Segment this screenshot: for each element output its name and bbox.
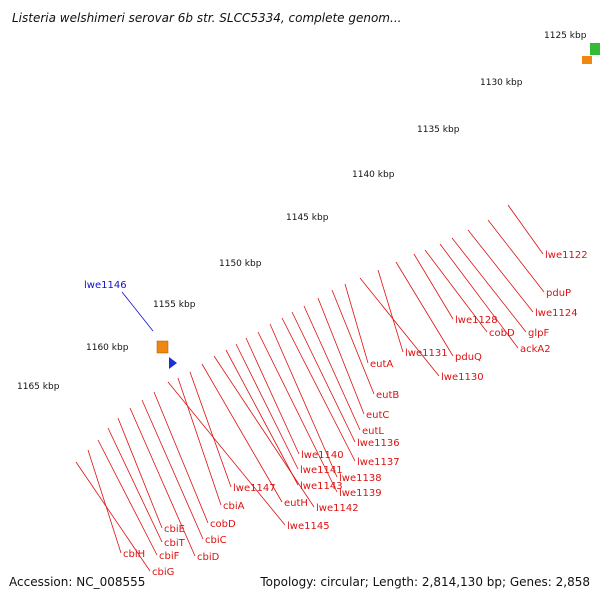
- strand-arrow-icon: [169, 357, 177, 369]
- edge-feature: [590, 43, 600, 55]
- label-leader: [303, 305, 361, 431]
- gene-labels: lwe1122 pduP lwe1124 glpF ackA2 cobD lwe1128 pd…: [84, 250, 588, 578]
- label-leader: [359, 277, 440, 377]
- label-leader: [189, 371, 232, 488]
- label-leader: [213, 355, 315, 508]
- gene-label: cbiA: [223, 501, 245, 512]
- gene-label: lwe1122: [545, 250, 588, 261]
- label-leader: [331, 289, 375, 395]
- gene-label: eutB: [376, 390, 399, 401]
- label-leader: [141, 399, 204, 540]
- label-leader: [235, 343, 299, 470]
- label-leader: [317, 297, 365, 415]
- label-leader: [269, 323, 338, 478]
- highlighted-feature: [156, 340, 169, 354]
- gene-label: lwe1141: [300, 465, 343, 476]
- gene-label: lwe1124: [535, 308, 578, 319]
- genome-summary: Topology: circular; Length: 2,814,130 bp…: [259, 575, 590, 589]
- gene-label: lwe1146: [84, 280, 127, 291]
- label-leader: [395, 261, 454, 357]
- label-leader: [97, 439, 158, 556]
- label-leader: [451, 237, 527, 333]
- gene-label: lwe1137: [357, 457, 400, 468]
- gene-label: cbiE: [164, 524, 185, 535]
- label-leader: [507, 204, 544, 255]
- label-leader: [177, 377, 222, 506]
- gene-label: lwe1130: [441, 372, 484, 383]
- label-leader: [413, 253, 454, 320]
- scale-label: 1155 kbp: [153, 300, 196, 310]
- label-leaders: [75, 204, 545, 572]
- scale-labels: 1125 kbp 1130 kbp 1135 kbp 1140 kbp 1145 kbp…: [17, 31, 587, 392]
- feature-tracks: [156, 43, 600, 369]
- gene-label: cbiD: [197, 552, 220, 563]
- label-leader: [245, 337, 300, 455]
- gene-label: eutL: [362, 426, 384, 437]
- label-leader: [487, 219, 545, 293]
- gene-label: cbiC: [205, 535, 227, 546]
- gene-label: cobD: [210, 519, 236, 530]
- scale-label: 1145 kbp: [286, 213, 329, 223]
- label-leader: [121, 291, 154, 332]
- gene-label: pduQ: [455, 352, 482, 363]
- gene-label: lwe1138: [339, 473, 382, 484]
- label-leader: [344, 283, 369, 364]
- gene-label: cbiH: [123, 549, 145, 560]
- map-title: Listeria welshimeri serovar 6b str. SLCC…: [12, 11, 401, 25]
- scale-label: 1140 kbp: [352, 170, 395, 180]
- scale-label: 1130 kbp: [480, 78, 523, 88]
- gene-label: cbiG: [152, 567, 174, 578]
- gene-label: lwe1145: [287, 521, 330, 532]
- label-leader: [153, 391, 209, 524]
- gene-label: glpF: [528, 328, 549, 339]
- label-leader: [291, 311, 356, 443]
- gene-label: lwe1143: [300, 481, 343, 492]
- gene-label: lwe1131: [405, 348, 448, 359]
- label-leader: [129, 407, 196, 557]
- gene-label: lwe1128: [455, 315, 498, 326]
- label-leader: [225, 349, 299, 486]
- scale-label: 1165 kbp: [17, 382, 60, 392]
- scale-label: 1125 kbp: [544, 31, 587, 41]
- label-leader: [75, 461, 151, 572]
- gene-label: eutC: [366, 410, 389, 421]
- edge-feature: [582, 56, 592, 64]
- scale-label: 1135 kbp: [417, 125, 460, 135]
- scale-label: 1160 kbp: [86, 343, 129, 353]
- accession-label: Accession: NC_008555: [9, 575, 145, 589]
- label-leader: [467, 229, 534, 313]
- label-leader: [201, 363, 283, 503]
- scale-label: 1150 kbp: [219, 259, 262, 269]
- label-leader: [281, 317, 356, 462]
- label-leader: [377, 269, 404, 353]
- gene-label: lwe1136: [357, 438, 400, 449]
- gene-label: cobD: [489, 328, 515, 339]
- label-leader: [117, 417, 163, 529]
- label-leader: [439, 243, 519, 349]
- gene-label: lwe1147: [233, 483, 276, 494]
- gene-label: ackA2: [520, 344, 551, 355]
- label-leader: [87, 449, 122, 554]
- gene-label: cbiF: [159, 551, 180, 562]
- gene-label: eutA: [370, 359, 393, 370]
- gene-label: pduP: [546, 288, 571, 299]
- label-leader: [107, 427, 163, 543]
- gene-label: lwe1140: [301, 450, 344, 461]
- gene-label: lwe1142: [316, 503, 359, 514]
- label-leader: [424, 249, 488, 333]
- gene-label: cbiT: [164, 538, 186, 549]
- gene-label: eutH: [284, 498, 308, 509]
- label-leader: [257, 331, 338, 493]
- gene-label: lwe1139: [339, 488, 382, 499]
